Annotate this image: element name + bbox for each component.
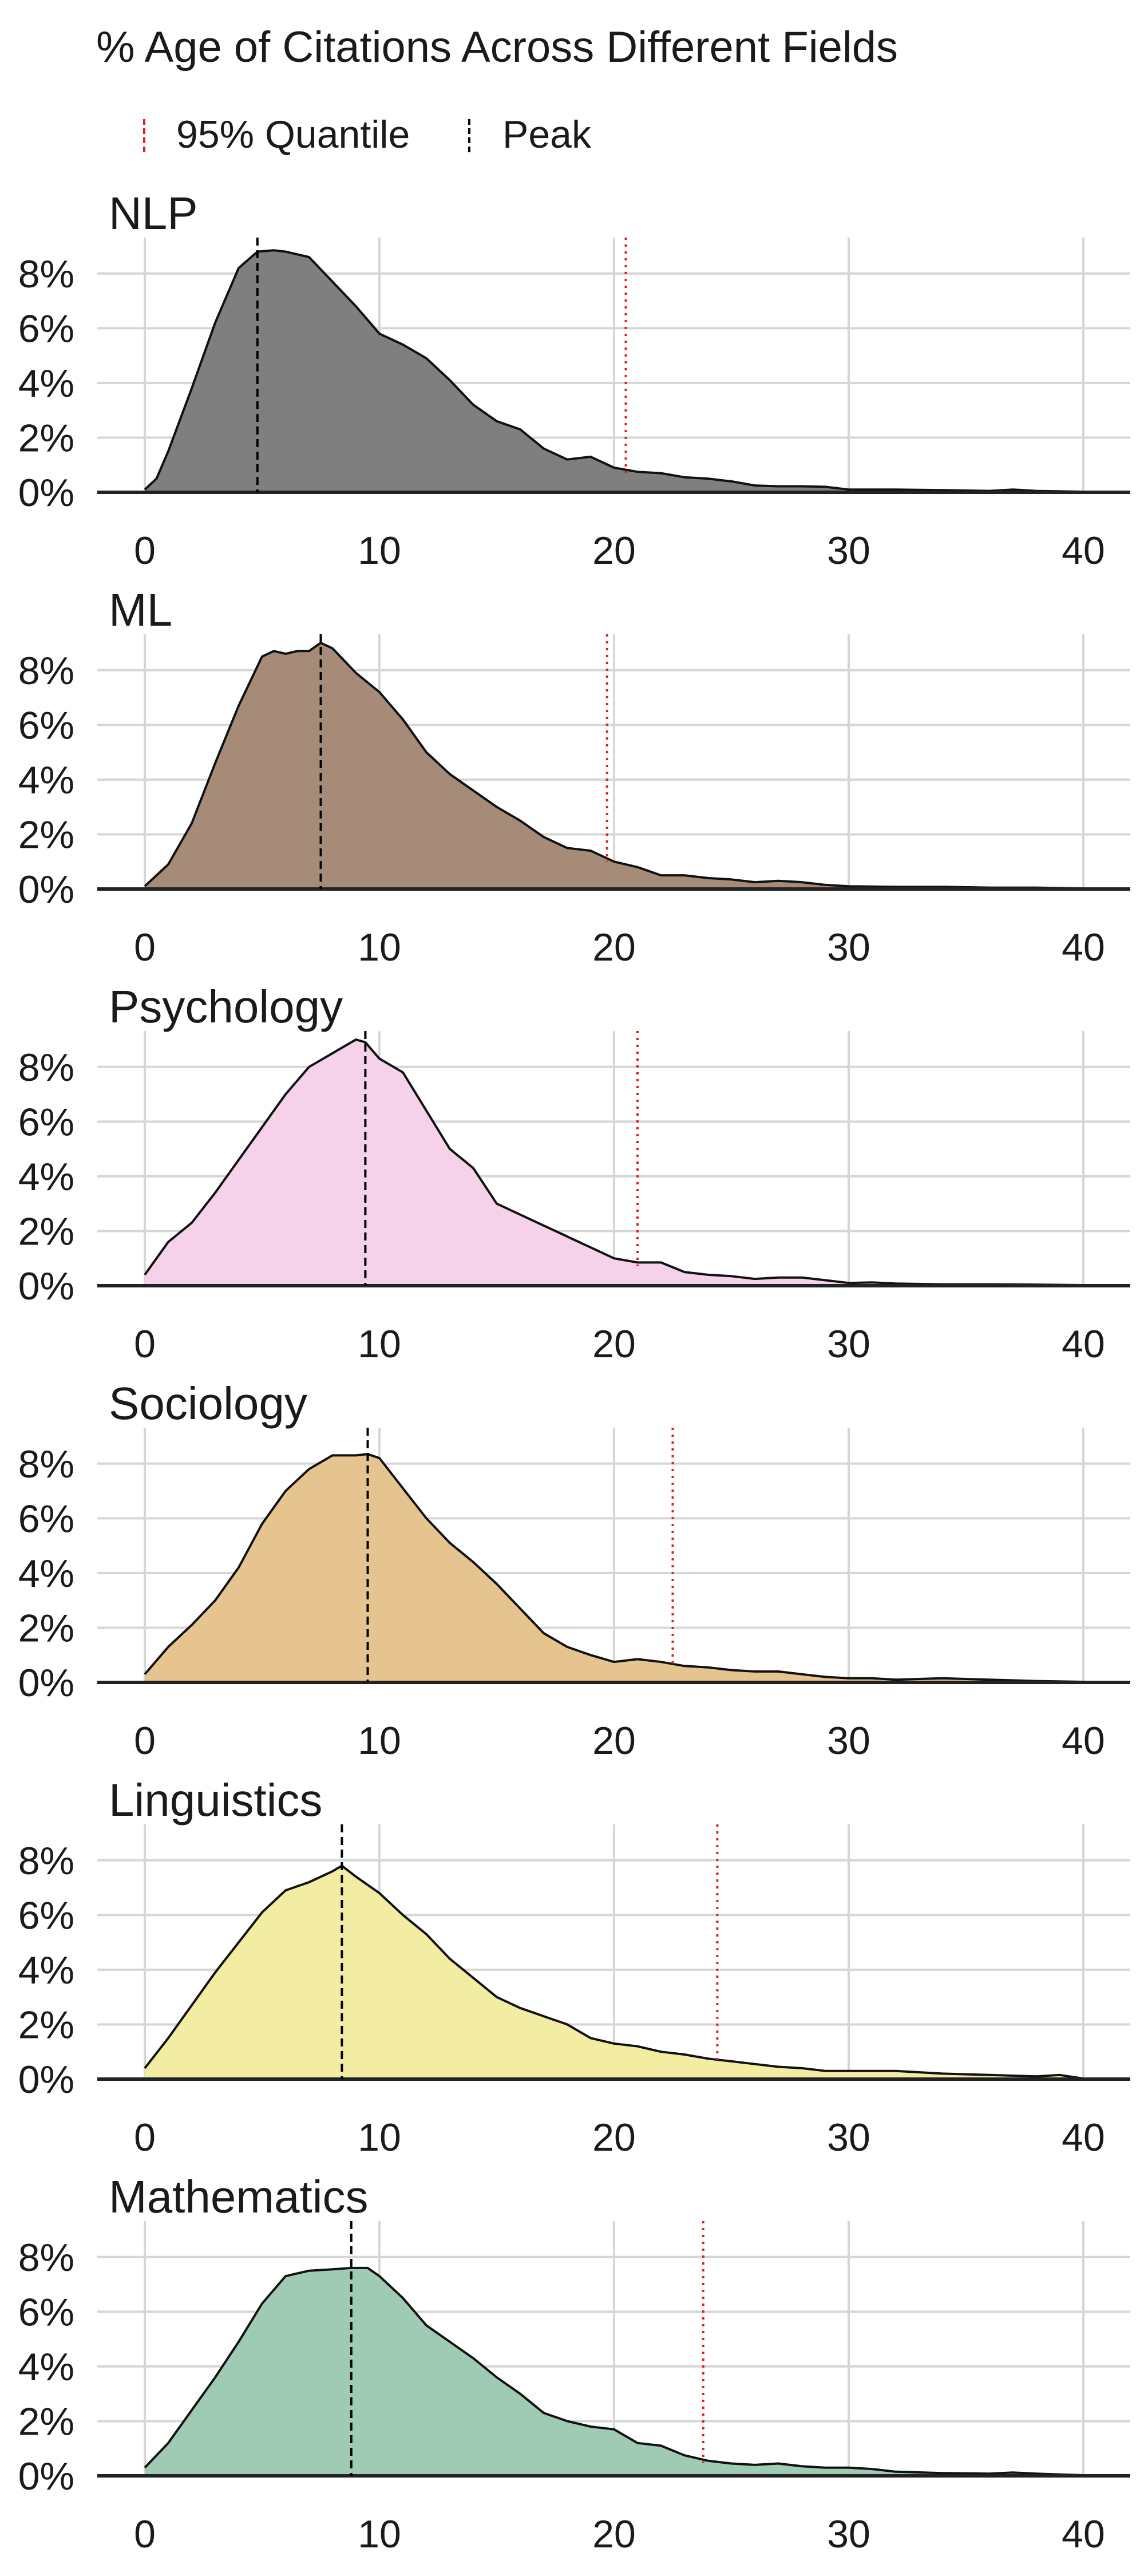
y-tick-label: 4% — [18, 1552, 74, 1595]
x-tick-label: 40 — [1062, 2116, 1105, 2159]
panel-nlp: NLP 0% 2% 4% 6% 8% 0 10 20 30 40 — [18, 188, 1130, 572]
panel-title: Psychology — [109, 981, 343, 1032]
x-tick-label: 30 — [827, 1719, 870, 1763]
y-tick-label: 0% — [18, 471, 74, 515]
y-tick-label: 2% — [18, 2400, 74, 2443]
density-area — [145, 643, 1083, 889]
panel-psychology: Psychology 0% 2% 4% 6% 8% 0 10 20 30 40 — [18, 981, 1130, 1366]
x-tick-label: 20 — [592, 1719, 636, 1763]
y-tick-label: 6% — [18, 1100, 74, 1144]
x-tick-label: 0 — [134, 529, 156, 572]
density-area — [145, 250, 1083, 492]
y-tick-label: 4% — [18, 362, 74, 405]
y-tick-label: 2% — [18, 2003, 74, 2046]
x-tick-label: 0 — [134, 2512, 156, 2556]
x-tick-label: 30 — [827, 1322, 870, 1366]
y-tick-label: 2% — [18, 1210, 74, 1253]
y-tick-label: 6% — [18, 307, 74, 350]
density-line — [144, 1453, 1084, 1683]
density-line — [144, 1038, 1084, 1286]
density-line — [144, 2266, 1084, 2476]
x-tick-label: 40 — [1062, 1322, 1105, 1366]
y-tick-label: 0% — [18, 1661, 74, 1705]
x-tick-label: 0 — [134, 1719, 156, 1763]
y-tick-label: 4% — [18, 2345, 74, 2389]
x-tick-label: 10 — [358, 2116, 401, 2159]
x-tick-label: 20 — [592, 2512, 636, 2556]
y-tick-label: 6% — [18, 1497, 74, 1540]
y-tick-label: 2% — [18, 813, 74, 856]
legend-quantile-label: 95% Quantile — [176, 113, 410, 156]
y-tick-label: 8% — [18, 649, 74, 693]
y-tick-label: 8% — [18, 1046, 74, 1089]
x-tick-label: 0 — [134, 926, 156, 969]
panel-linguistics: Linguistics 0% 2% 4% 6% 8% 0 10 20 30 40 — [18, 1775, 1130, 2159]
x-tick-label: 0 — [134, 2116, 156, 2159]
x-tick-label: 30 — [827, 2116, 870, 2159]
x-tick-label: 30 — [827, 529, 870, 572]
panel-title: ML — [109, 584, 172, 635]
density-area — [145, 1454, 1083, 1682]
density-line — [144, 249, 1084, 493]
chart-panels: NLP 0% 2% 4% 6% 8% 0 10 20 30 40 ML 0% 2% 4% 6% 8% 0 10 20 3… — [18, 188, 1130, 2556]
panel-ml: ML 0% 2% 4% 6% 8% 0 10 20 30 40 — [18, 584, 1130, 969]
x-tick-label: 10 — [358, 2512, 401, 2556]
y-tick-label: 4% — [18, 1949, 74, 1992]
chart-title: % Age of Citations Across Different Fiel… — [96, 23, 898, 72]
y-tick-label: 0% — [18, 2058, 74, 2101]
x-tick-label: 40 — [1062, 2512, 1105, 2556]
x-tick-label: 10 — [358, 1322, 401, 1366]
x-tick-label: 20 — [592, 1322, 636, 1366]
legend-peak-label: Peak — [502, 113, 592, 156]
density-area — [145, 2267, 1083, 2476]
x-tick-label: 10 — [358, 529, 401, 572]
x-tick-label: 30 — [827, 2512, 870, 2556]
x-tick-label: 30 — [827, 926, 870, 969]
panel-sociology: Sociology 0% 2% 4% 6% 8% 0 10 20 30 40 — [18, 1378, 1130, 1763]
x-tick-label: 20 — [592, 529, 636, 572]
density-line — [144, 642, 1084, 890]
x-tick-label: 40 — [1062, 1719, 1105, 1763]
y-tick-label: 6% — [18, 704, 74, 747]
y-tick-label: 2% — [18, 416, 74, 460]
panel-title: Linguistics — [109, 1775, 323, 1826]
x-tick-label: 0 — [134, 1322, 156, 1366]
y-tick-label: 8% — [18, 1839, 74, 1883]
y-tick-label: 2% — [18, 1606, 74, 1650]
x-tick-label: 10 — [358, 1719, 401, 1763]
panel-title: Sociology — [109, 1378, 307, 1429]
y-tick-label: 4% — [18, 758, 74, 802]
legend: 95% Quantile Peak — [143, 113, 592, 156]
x-tick-label: 40 — [1062, 529, 1105, 572]
y-tick-label: 8% — [18, 2236, 74, 2279]
y-tick-label: 4% — [18, 1155, 74, 1199]
density-area — [145, 1866, 1083, 2079]
y-tick-label: 0% — [18, 1265, 74, 1308]
y-tick-label: 0% — [18, 2455, 74, 2498]
x-tick-label: 10 — [358, 926, 401, 969]
y-tick-label: 6% — [18, 1894, 74, 1937]
y-tick-label: 6% — [18, 2290, 74, 2334]
density-line — [144, 1864, 1084, 2080]
y-tick-label: 0% — [18, 868, 74, 911]
x-tick-label: 40 — [1062, 926, 1105, 969]
panel-title: Mathematics — [109, 2171, 368, 2222]
panel-title: NLP — [109, 188, 198, 239]
panel-mathematics: Mathematics 0% 2% 4% 6% 8% 0 10 20 30 40 — [18, 2171, 1130, 2556]
y-tick-label: 8% — [18, 1443, 74, 1486]
x-tick-label: 20 — [592, 2116, 636, 2159]
x-tick-label: 20 — [592, 926, 636, 969]
y-tick-label: 8% — [18, 252, 74, 296]
density-area — [145, 1040, 1083, 1286]
